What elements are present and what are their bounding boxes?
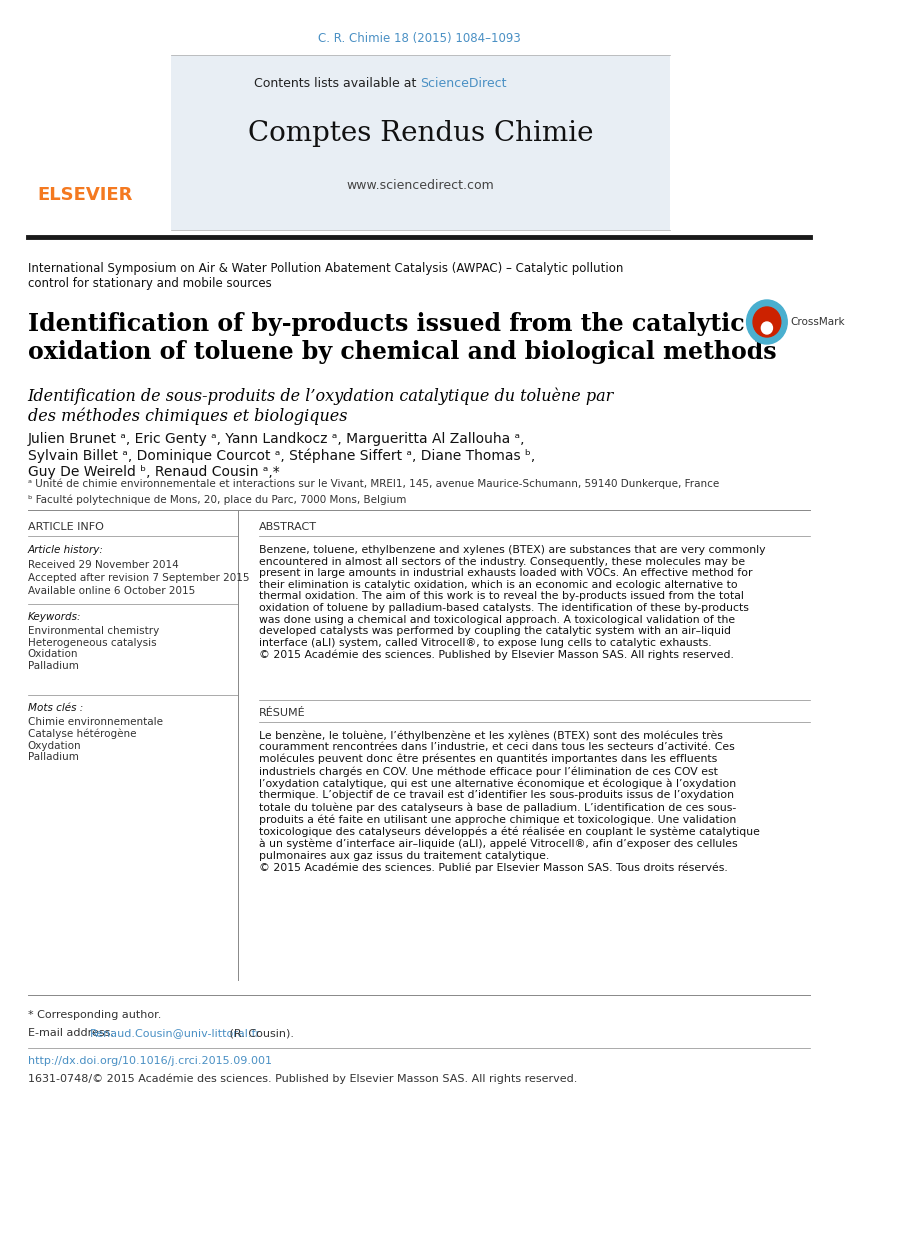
Text: (R. Cousin).: (R. Cousin). — [227, 1028, 295, 1037]
Text: Le benzène, le toluène, l’éthylbenzène et les xylènes (BTEX) sont des molécules : Le benzène, le toluène, l’éthylbenzène e… — [258, 730, 759, 873]
Text: Benzene, toluene, ethylbenzene and xylenes (BTEX) are substances that are very c: Benzene, toluene, ethylbenzene and xylen… — [258, 545, 766, 660]
Text: International Symposium on Air & Water Pollution Abatement Catalysis (AWPAC) – C: International Symposium on Air & Water P… — [28, 262, 623, 290]
Text: Identification of by-products issued from the catalytic
oxidation of toluene by : Identification of by-products issued fro… — [28, 312, 776, 364]
Text: ELSEVIER: ELSEVIER — [37, 186, 132, 204]
Text: Contents lists available at: Contents lists available at — [254, 77, 421, 89]
Text: ABSTRACT: ABSTRACT — [258, 522, 317, 532]
Text: Available online 6 October 2015: Available online 6 October 2015 — [28, 586, 195, 595]
Text: E-mail address:: E-mail address: — [28, 1028, 117, 1037]
Circle shape — [753, 307, 781, 337]
FancyBboxPatch shape — [171, 54, 670, 230]
Text: Renaud.Cousin@univ-littoral.fr: Renaud.Cousin@univ-littoral.fr — [90, 1028, 260, 1037]
Text: * Corresponding author.: * Corresponding author. — [28, 1010, 161, 1020]
Text: Mots clés :: Mots clés : — [28, 703, 83, 713]
Text: Comptes Rendus Chimie: Comptes Rendus Chimie — [248, 120, 593, 146]
Text: Article history:: Article history: — [28, 545, 103, 555]
Text: CrossMark: CrossMark — [790, 317, 844, 327]
Text: ARTICLE INFO: ARTICLE INFO — [28, 522, 103, 532]
Text: ᵇ Faculté polytechnique de Mons, 20, place du Parc, 7000 Mons, Belgium: ᵇ Faculté polytechnique de Mons, 20, pla… — [28, 494, 406, 505]
Text: Environmental chemistry
Heterogeneous catalysis
Oxidation
Palladium: Environmental chemistry Heterogeneous ca… — [28, 626, 159, 671]
Circle shape — [761, 322, 773, 334]
Text: Accepted after revision 7 September 2015: Accepted after revision 7 September 2015 — [28, 573, 249, 583]
Text: Keywords:: Keywords: — [28, 612, 82, 621]
Text: C. R. Chimie 18 (2015) 1084–1093: C. R. Chimie 18 (2015) 1084–1093 — [317, 31, 521, 45]
Text: Julien Brunet ᵃ, Eric Genty ᵃ, Yann Landkocz ᵃ, Margueritta Al Zallouha ᵃ,
Sylva: Julien Brunet ᵃ, Eric Genty ᵃ, Yann Land… — [28, 432, 535, 479]
Text: ScienceDirect: ScienceDirect — [421, 77, 507, 89]
Text: ᵃ Unité de chimie environnementale et interactions sur le Vivant, MREI1, 145, av: ᵃ Unité de chimie environnementale et in… — [28, 478, 719, 489]
Circle shape — [746, 300, 787, 344]
Text: Chimie environnementale
Catalyse hétérogène
Oxydation
Palladium: Chimie environnementale Catalyse hétérog… — [28, 717, 162, 763]
Text: Identification de sous-produits de l’oxydation catalytique du toluène par
des mé: Identification de sous-produits de l’oxy… — [28, 387, 614, 425]
Text: 1631-0748/© 2015 Académie des sciences. Published by Elsevier Masson SAS. All ri: 1631-0748/© 2015 Académie des sciences. … — [28, 1073, 577, 1083]
Text: http://dx.doi.org/10.1016/j.crci.2015.09.001: http://dx.doi.org/10.1016/j.crci.2015.09… — [28, 1056, 272, 1066]
Text: RÉSUMÉ: RÉSUMÉ — [258, 708, 306, 718]
Text: www.sciencedirect.com: www.sciencedirect.com — [346, 178, 494, 192]
Text: Received 29 November 2014: Received 29 November 2014 — [28, 560, 179, 569]
